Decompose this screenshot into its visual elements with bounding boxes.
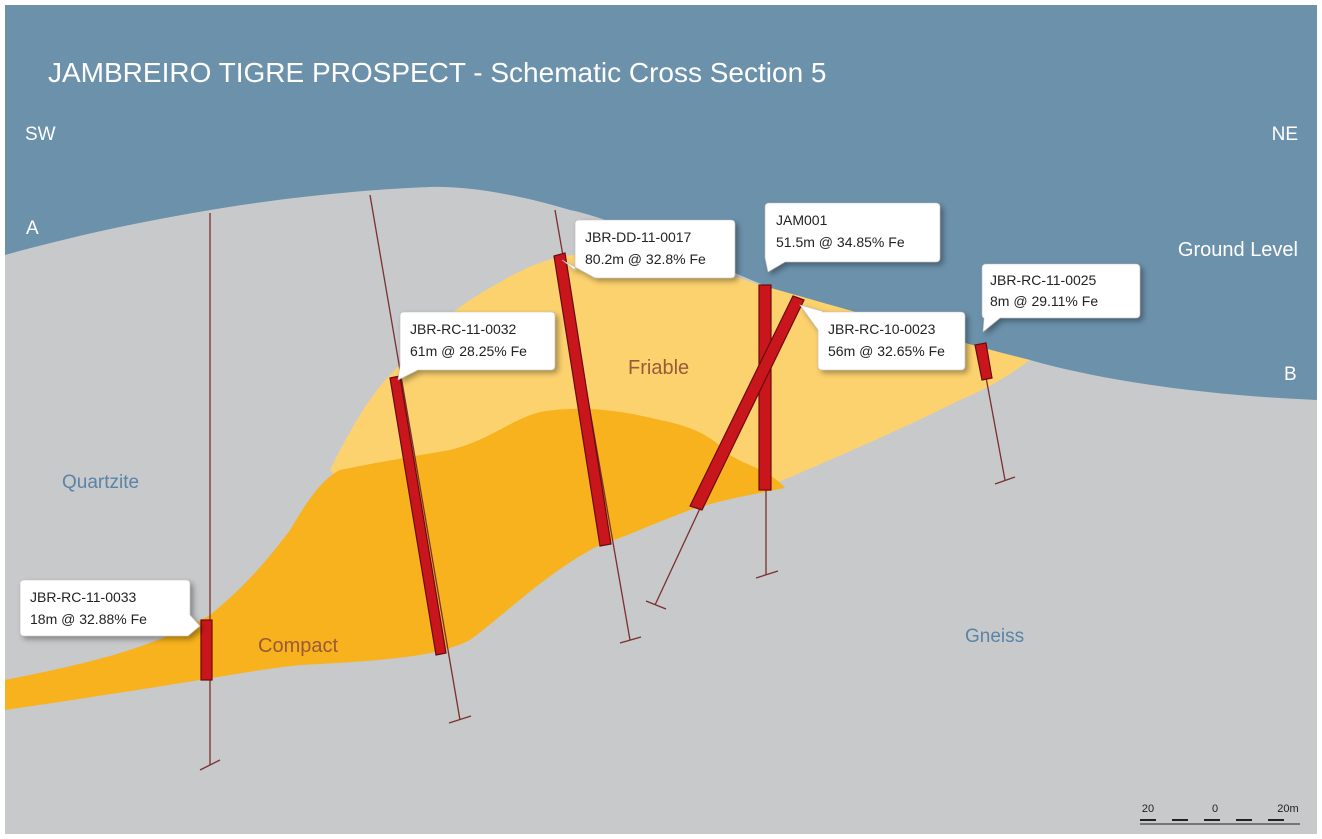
unit-label: Quartzite [62, 472, 139, 493]
hole-id: JAM001 [776, 212, 828, 228]
ground-level-label: Ground Level [1178, 239, 1298, 261]
title: JAMBREIRO TIGRE PROSPECT - Schematic Cro… [48, 57, 827, 88]
hole-intercept: 80.2m @ 32.8% Fe [585, 251, 706, 267]
unit-label: Compact [258, 635, 338, 657]
scale-label: 0 [1212, 803, 1218, 815]
hole-intercept: 56m @ 32.65% Fe [828, 343, 945, 359]
hole-id: JBR-RC-11-0033 [30, 589, 137, 605]
hole-intercept: 51.5m @ 34.85% Fe [776, 234, 905, 250]
ore-intercept [201, 620, 212, 680]
scale-label: 20 [1142, 803, 1154, 815]
hole-id: JBR-RC-10-0023 [828, 321, 936, 337]
scale-label: 20m [1277, 803, 1298, 815]
direction-label: NE [1272, 124, 1298, 145]
hole-intercept: 8m @ 29.11% Fe [990, 293, 1098, 309]
hole-intercept: 61m @ 28.25% Fe [410, 343, 527, 359]
hole-intercept: 18m @ 32.88% Fe [30, 611, 147, 627]
hole-id: JBR-RC-11-0025 [990, 272, 1097, 288]
direction-label: SW [25, 124, 56, 145]
hole-id: JBR-DD-11-0017 [585, 229, 692, 245]
unit-label: Friable [628, 357, 689, 379]
hole-id: JBR-RC-11-0032 [410, 321, 517, 337]
section-end: A [26, 218, 39, 239]
cross-section: JBR-RC-11-0033 18m @ 32.88% Fe JBR-RC-11… [0, 0, 1322, 839]
unit-label: Gneiss [965, 626, 1024, 647]
section-end: B [1284, 364, 1297, 385]
callout-box [800, 305, 965, 370]
